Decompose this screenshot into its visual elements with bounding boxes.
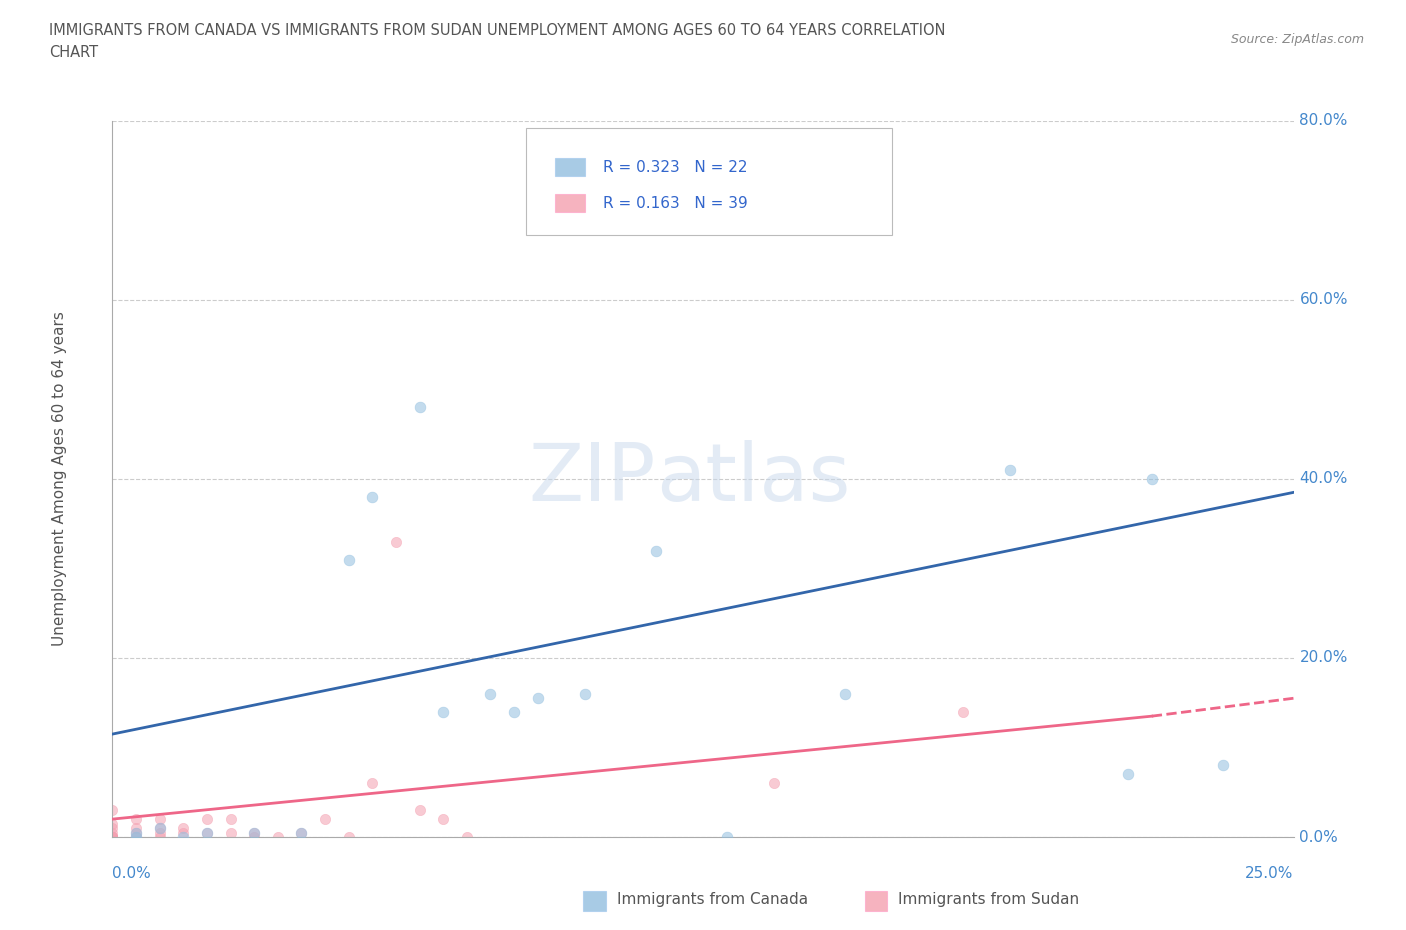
Point: [101, 830, 124, 844]
Point: [101, 830, 124, 844]
Point: [1140, 472, 1163, 486]
Point: [361, 489, 384, 504]
FancyBboxPatch shape: [526, 128, 891, 235]
Point: [125, 830, 148, 844]
Text: ZIP: ZIP: [529, 440, 655, 518]
Point: [149, 812, 172, 827]
Point: [432, 704, 454, 719]
Point: [998, 462, 1021, 477]
Point: [172, 830, 194, 844]
Text: R = 0.163   N = 39: R = 0.163 N = 39: [603, 195, 748, 211]
Point: [125, 825, 148, 840]
Point: [290, 825, 312, 840]
Text: 80.0%: 80.0%: [1299, 113, 1348, 128]
Point: [195, 812, 218, 827]
Text: Source: ZipAtlas.com: Source: ZipAtlas.com: [1230, 33, 1364, 46]
Point: [574, 686, 596, 701]
Point: [762, 776, 785, 790]
Point: [479, 686, 502, 701]
Point: [101, 830, 124, 844]
Point: [385, 534, 408, 549]
Text: R = 0.323   N = 22: R = 0.323 N = 22: [603, 160, 747, 175]
Point: [125, 820, 148, 835]
Point: [219, 825, 242, 840]
Point: [952, 704, 974, 719]
Bar: [555, 158, 585, 177]
Point: [149, 820, 172, 835]
Point: [101, 830, 124, 844]
Point: [337, 830, 360, 844]
Point: [101, 820, 124, 835]
Point: [101, 817, 124, 831]
Point: [290, 825, 312, 840]
Text: 60.0%: 60.0%: [1299, 292, 1348, 308]
Text: 0.0%: 0.0%: [112, 866, 152, 881]
Point: [101, 803, 124, 817]
Point: [149, 825, 172, 840]
Text: atlas: atlas: [655, 440, 851, 518]
Point: [101, 830, 124, 844]
Point: [101, 830, 124, 844]
Point: [101, 825, 124, 840]
Point: [1212, 758, 1234, 773]
Point: [716, 830, 738, 844]
Text: Unemployment Among Ages 60 to 64 years: Unemployment Among Ages 60 to 64 years: [52, 312, 67, 646]
Point: [432, 812, 454, 827]
Point: [408, 803, 430, 817]
Point: [172, 825, 194, 840]
Text: Immigrants from Sudan: Immigrants from Sudan: [898, 892, 1080, 907]
Point: [834, 686, 856, 701]
Point: [456, 830, 478, 844]
Point: [526, 691, 548, 706]
Point: [125, 812, 148, 827]
Point: [101, 830, 124, 844]
Point: [101, 830, 124, 844]
Point: [503, 704, 526, 719]
Point: [314, 812, 336, 827]
Point: [644, 543, 666, 558]
Point: [195, 825, 218, 840]
Text: 25.0%: 25.0%: [1246, 866, 1294, 881]
Point: [408, 400, 430, 415]
Point: [149, 830, 172, 844]
Point: [219, 812, 242, 827]
Point: [361, 776, 384, 790]
Point: [267, 830, 290, 844]
Text: Immigrants from Canada: Immigrants from Canada: [617, 892, 808, 907]
Point: [195, 825, 218, 840]
Point: [1116, 767, 1139, 782]
Text: 0.0%: 0.0%: [1299, 830, 1339, 844]
Point: [149, 820, 172, 835]
Point: [243, 825, 266, 840]
Text: 20.0%: 20.0%: [1299, 650, 1348, 666]
Point: [337, 552, 360, 567]
Point: [125, 825, 148, 840]
Point: [172, 820, 194, 835]
Text: IMMIGRANTS FROM CANADA VS IMMIGRANTS FROM SUDAN UNEMPLOYMENT AMONG AGES 60 TO 64: IMMIGRANTS FROM CANADA VS IMMIGRANTS FRO…: [49, 23, 946, 38]
Text: CHART: CHART: [49, 45, 98, 60]
Text: 40.0%: 40.0%: [1299, 472, 1348, 486]
Bar: [555, 194, 585, 212]
Point: [243, 825, 266, 840]
Point: [243, 830, 266, 844]
Point: [125, 830, 148, 844]
